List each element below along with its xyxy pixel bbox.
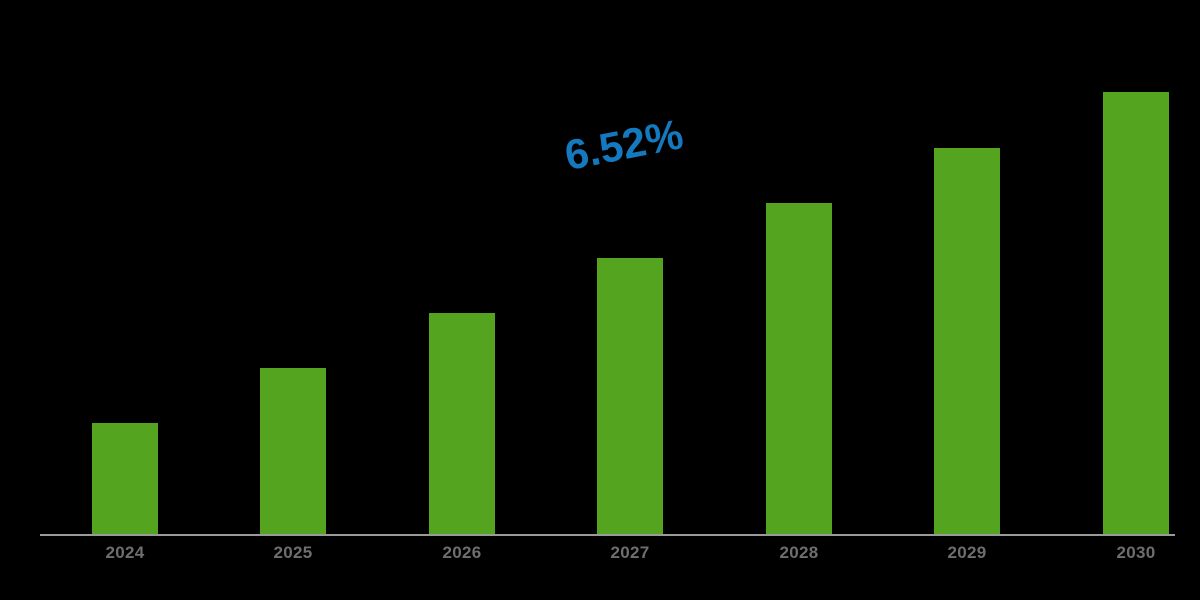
x-tick-label-2029: 2029 — [947, 543, 987, 562]
x-tick-label-2028: 2028 — [779, 543, 819, 562]
bar-2025[interactable] — [260, 368, 326, 535]
bar-2024[interactable] — [92, 423, 158, 535]
bar-2030[interactable] — [1103, 92, 1169, 535]
x-axis-baseline — [40, 534, 1175, 536]
x-tick-label-2027: 2027 — [610, 543, 650, 562]
bar-2027[interactable] — [597, 258, 663, 535]
bar-2028[interactable] — [766, 203, 832, 535]
x-tick-label-2030: 2030 — [1116, 543, 1156, 562]
cagr-annotation: 6.52% — [560, 110, 687, 180]
bar-2029[interactable] — [934, 148, 1000, 535]
bar-2026[interactable] — [429, 313, 495, 535]
x-tick-label-2024: 2024 — [105, 543, 145, 562]
x-tick-label-2026: 2026 — [442, 543, 482, 562]
x-tick-label-2025: 2025 — [273, 543, 313, 562]
